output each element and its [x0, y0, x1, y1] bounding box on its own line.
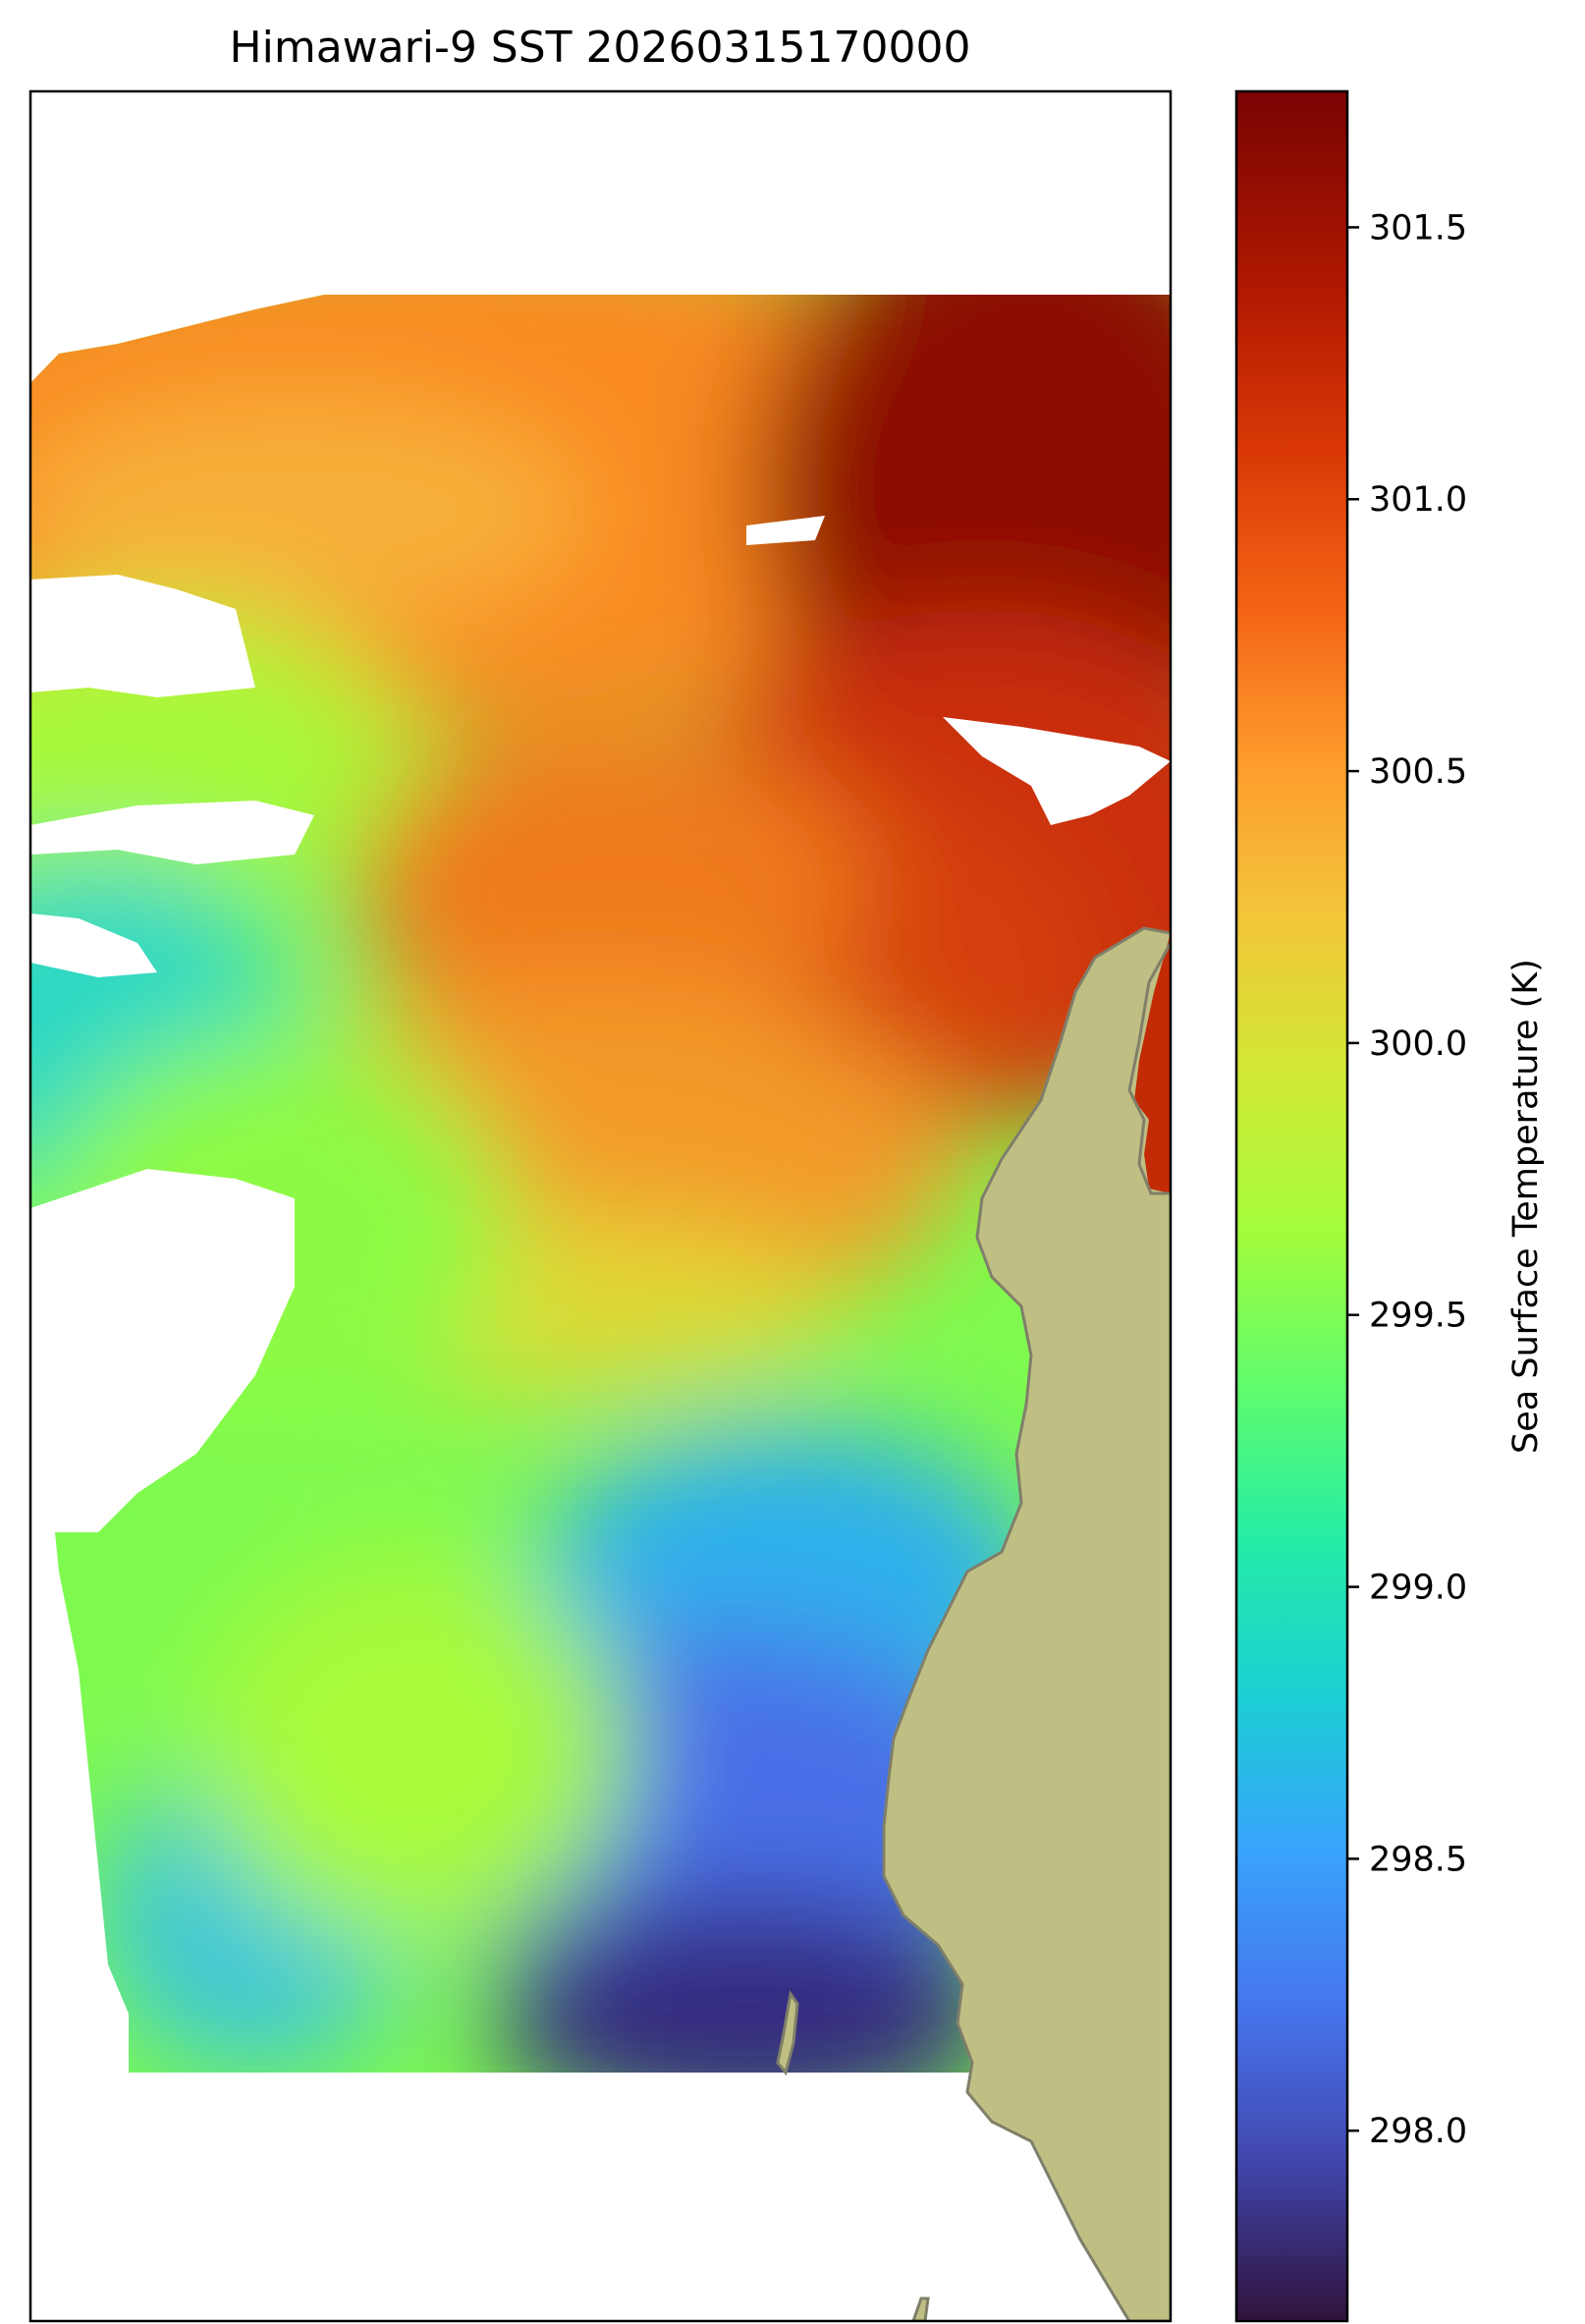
land-mass	[882, 926, 1171, 2321]
colorbar-tick-label: 300.5	[1369, 752, 1467, 792]
colorbar-ticks: 298.0 298.5 299.0 299.5 300.0 300.5 301.0 301.5	[1347, 208, 1467, 2151]
colorbar-label: Sea Surface Temperature (K)	[1506, 959, 1546, 1454]
colorbar-tick-label: 299.0	[1369, 1569, 1467, 1608]
colorbar	[1234, 89, 1349, 2323]
colorbar-tick-label: 298.0	[1369, 2112, 1467, 2151]
colorbar-tick-label: 300.0	[1369, 1024, 1467, 1064]
colorbar-tick-label: 301.0	[1369, 480, 1467, 520]
colorbar-tick-label: 299.5	[1369, 1297, 1467, 1336]
colorbar-tick-label: 298.5	[1369, 1840, 1467, 1879]
colorbar-tick-label: 301.5	[1369, 208, 1467, 248]
small-island	[776, 1990, 799, 2076]
chart-title: Himawari-9 SST 20260315170000	[230, 23, 971, 73]
sst-field	[30, 91, 1171, 2321]
map-frame	[28, 89, 1173, 2323]
